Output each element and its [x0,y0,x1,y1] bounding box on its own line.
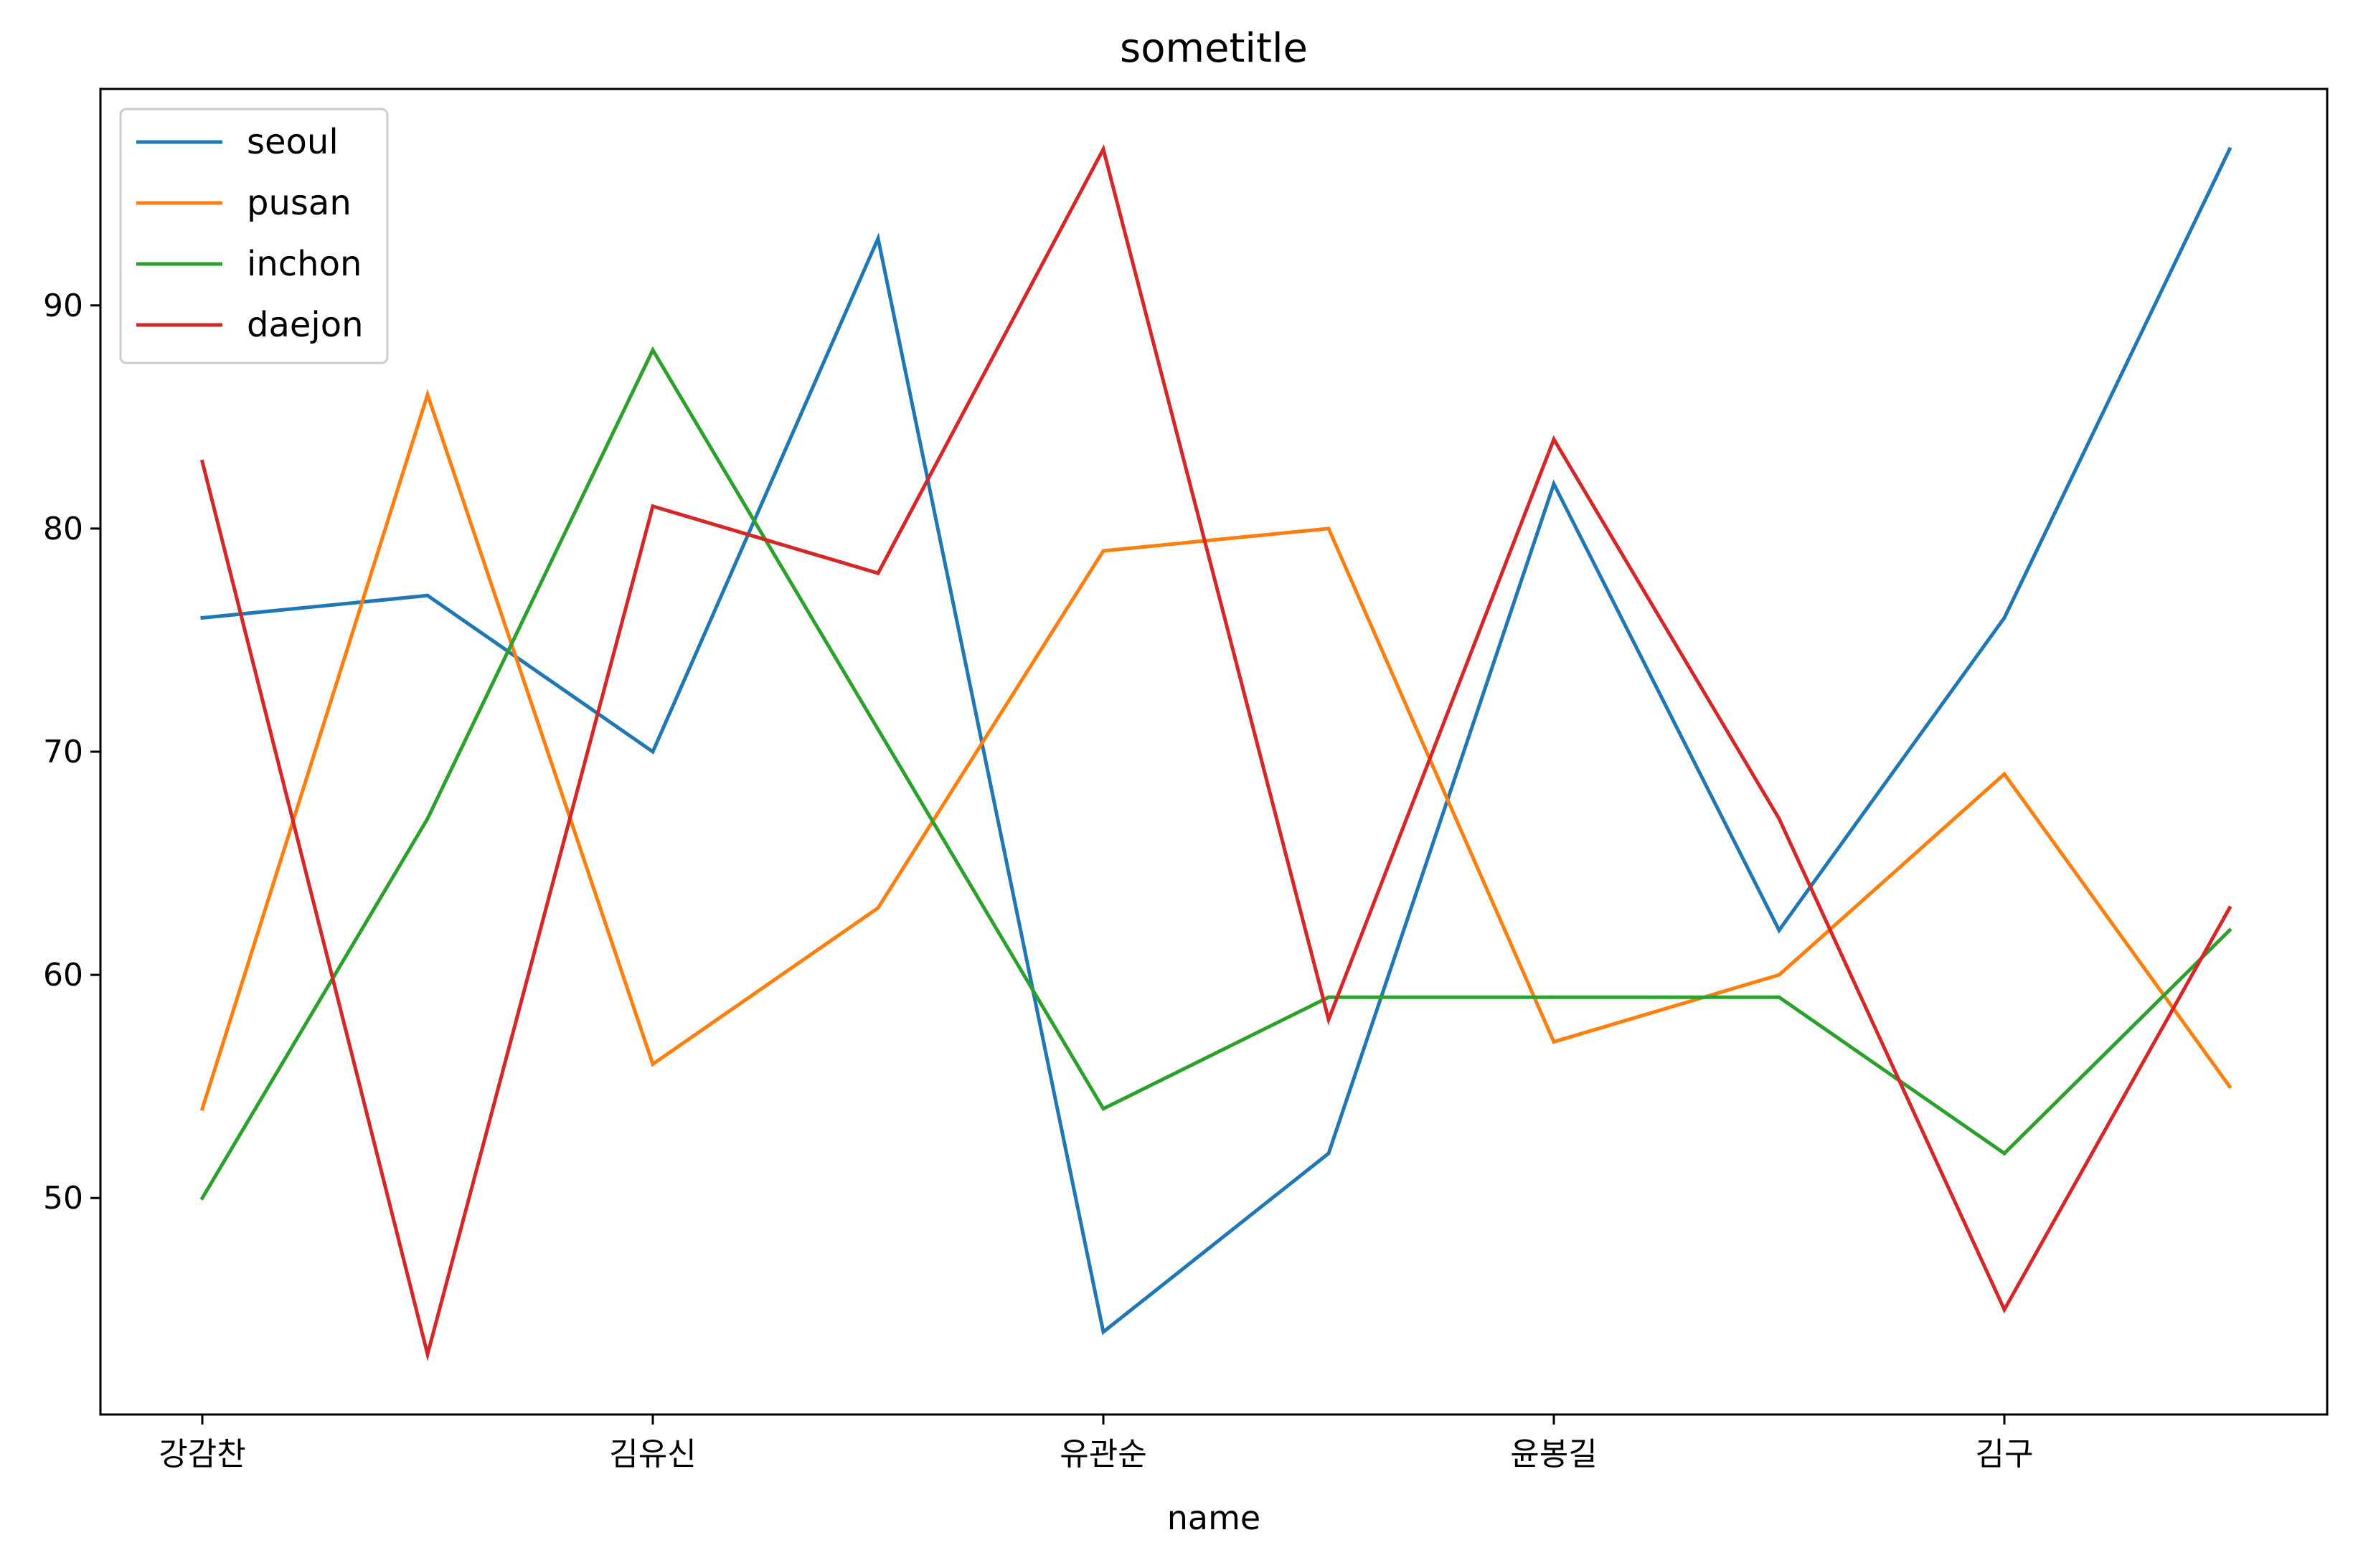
y-tick-label-70: 70 [43,734,83,770]
data-point-daejon-6 [1552,437,1556,441]
data-point-inchon-4 [1101,1107,1105,1111]
legend-box [119,108,389,364]
data-point-pusan-2 [651,1062,655,1067]
series-line-pusan [199,389,2232,1111]
data-point-daejon-0 [200,460,204,464]
data-point-inchon-2 [651,348,655,352]
data-point-inchon-1 [425,816,430,821]
data-point-seoul-7 [1777,928,1781,932]
x-tick-label-4: 김구 [1976,1436,2034,1473]
data-point-pusan-1 [425,392,430,397]
data-point-seoul-4 [1101,1330,1105,1334]
data-point-inchon-9 [2227,928,2232,932]
x-tick-label-0: 강감찬 [159,1436,245,1473]
y-tick-label-90: 90 [43,288,83,324]
series-layer [199,144,2232,1361]
y-tick-label-80: 80 [43,511,83,547]
data-point-pusan-7 [1777,973,1781,977]
data-point-inchon-0 [200,1196,204,1200]
y-tick-label-60: 60 [43,957,83,993]
legend-label-seoul: seoul [247,122,339,162]
data-point-daejon-8 [2002,1308,2007,1312]
data-point-seoul-2 [651,750,655,754]
data-point-daejon-9 [2227,906,2232,910]
data-point-pusan-9 [2227,1085,2232,1089]
data-point-daejon-2 [651,504,655,509]
legend: seoul pusan inchon daejon [119,108,389,364]
legend-label-daejon: daejon [247,305,364,345]
y-tick-label-50: 50 [43,1180,83,1217]
data-point-pusan-4 [1101,549,1105,553]
data-point-seoul-9 [2227,147,2232,151]
x-axis-title: name [1167,1498,1260,1537]
data-point-pusan-5 [1326,526,1331,531]
x-tick-label-1: 김유신 [609,1436,696,1473]
chart-title: sometitle [1120,25,1308,72]
data-point-seoul-8 [2002,615,2007,620]
series-line-seoul [200,146,2232,1336]
data-point-inchon-5 [1326,995,1331,999]
data-point-seoul-3 [876,236,880,240]
data-point-seoul-1 [425,593,430,598]
data-point-daejon-4 [1101,147,1105,151]
data-point-daejon-1 [425,1352,430,1356]
legend-label-pusan: pusan [247,183,352,223]
data-point-seoul-6 [1552,482,1556,486]
data-point-pusan-3 [876,906,880,910]
data-point-inchon-6 [1552,995,1556,999]
data-point-inchon-7 [1777,995,1781,999]
data-point-daejon-5 [1326,1017,1331,1021]
data-point-seoul-0 [200,615,204,620]
series-line-inchon [199,346,2232,1201]
legend-label-inchon: inchon [247,244,362,284]
series-line-daejon [199,144,2232,1361]
data-point-pusan-8 [2002,772,2007,776]
data-point-inchon-8 [2002,1151,2007,1156]
data-point-pusan-0 [200,1107,204,1111]
x-tick-label-3: 윤봉길 [1510,1436,1597,1473]
data-point-inchon-3 [876,727,880,732]
data-point-pusan-6 [1552,1039,1556,1044]
y-axis: 50 60 70 80 90 [43,288,100,1217]
data-point-seoul-5 [1326,1151,1331,1156]
data-point-daejon-7 [1777,816,1781,821]
x-axis: 강감찬 김유신 유관순 윤봉길 김구 [159,1414,2033,1473]
data-point-daejon-3 [876,571,880,575]
x-tick-label-2: 유관순 [1060,1436,1146,1473]
